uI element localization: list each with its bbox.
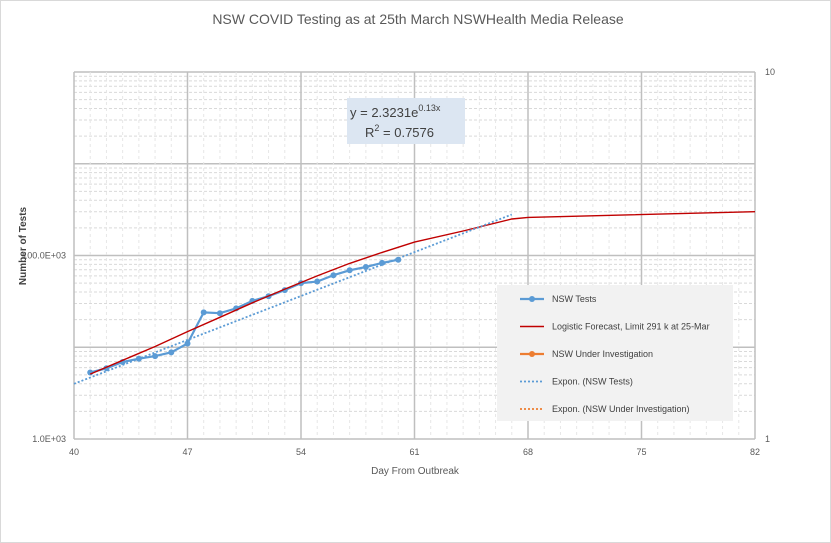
- x-tick-label: 68: [523, 447, 533, 457]
- axes: [73, 72, 756, 440]
- x-tick-label: 61: [409, 447, 419, 457]
- data-point: [362, 263, 369, 270]
- grid-lines: [73, 71, 756, 440]
- y-tick-label: 1.0E+03: [32, 434, 66, 444]
- chart-title: NSW COVID Testing as at 25th March NSWHe…: [212, 11, 624, 27]
- data-point: [168, 349, 175, 356]
- legend-marker-2: [529, 351, 535, 357]
- x-tick-label: 54: [296, 447, 306, 457]
- data-point: [216, 310, 223, 317]
- legend-entry-2: NSW Under Investigation: [552, 349, 653, 359]
- y-axis-title: Number of Tests: [18, 206, 29, 285]
- y2-tick-labels: 1 10: [765, 67, 775, 444]
- y-tick-label: 100.0E+03: [22, 251, 66, 261]
- data-point: [346, 267, 353, 274]
- legend-entry-3: Expon. (NSW Tests): [552, 377, 633, 387]
- y2-tick-label: 1: [765, 434, 770, 444]
- data-point: [184, 340, 191, 347]
- trendline-equation-box: y = 2.3231e0.13x R2 = 0.7576: [347, 98, 465, 144]
- data-point: [152, 353, 159, 360]
- legend-entry-1: Logistic Forecast, Limit 291 k at 25-Mar: [552, 322, 710, 332]
- x-tick-label: 82: [750, 447, 760, 457]
- x-tick-labels: 40 47 54 61 68 75 82: [69, 447, 760, 457]
- data-point: [314, 278, 321, 285]
- x-axis-title: Day From Outbreak: [371, 466, 460, 477]
- series-group: [73, 211, 756, 385]
- legend-entry-4: Expon. (NSW Under Investigation): [552, 404, 690, 414]
- y2-tick-label: 10: [765, 67, 775, 77]
- r-squared-text: R2 = 0.7576: [365, 123, 434, 140]
- data-point: [200, 309, 207, 316]
- series-line-1: [89, 211, 756, 375]
- x-tick-label: 75: [636, 447, 646, 457]
- x-tick-label: 40: [69, 447, 79, 457]
- y-tick-labels: 1.0E+03 100.0E+03: [22, 251, 66, 445]
- series-line-0: [89, 258, 399, 374]
- legend: NSW Tests Logistic Forecast, Limit 291 k …: [497, 285, 733, 421]
- equation-box-bg: [347, 98, 465, 144]
- x-tick-label: 47: [182, 447, 192, 457]
- legend-marker-0: [529, 296, 535, 302]
- legend-entry-0: NSW Tests: [552, 294, 597, 304]
- equation-text: y = 2.3231e0.13x: [350, 103, 441, 120]
- data-point: [330, 272, 337, 279]
